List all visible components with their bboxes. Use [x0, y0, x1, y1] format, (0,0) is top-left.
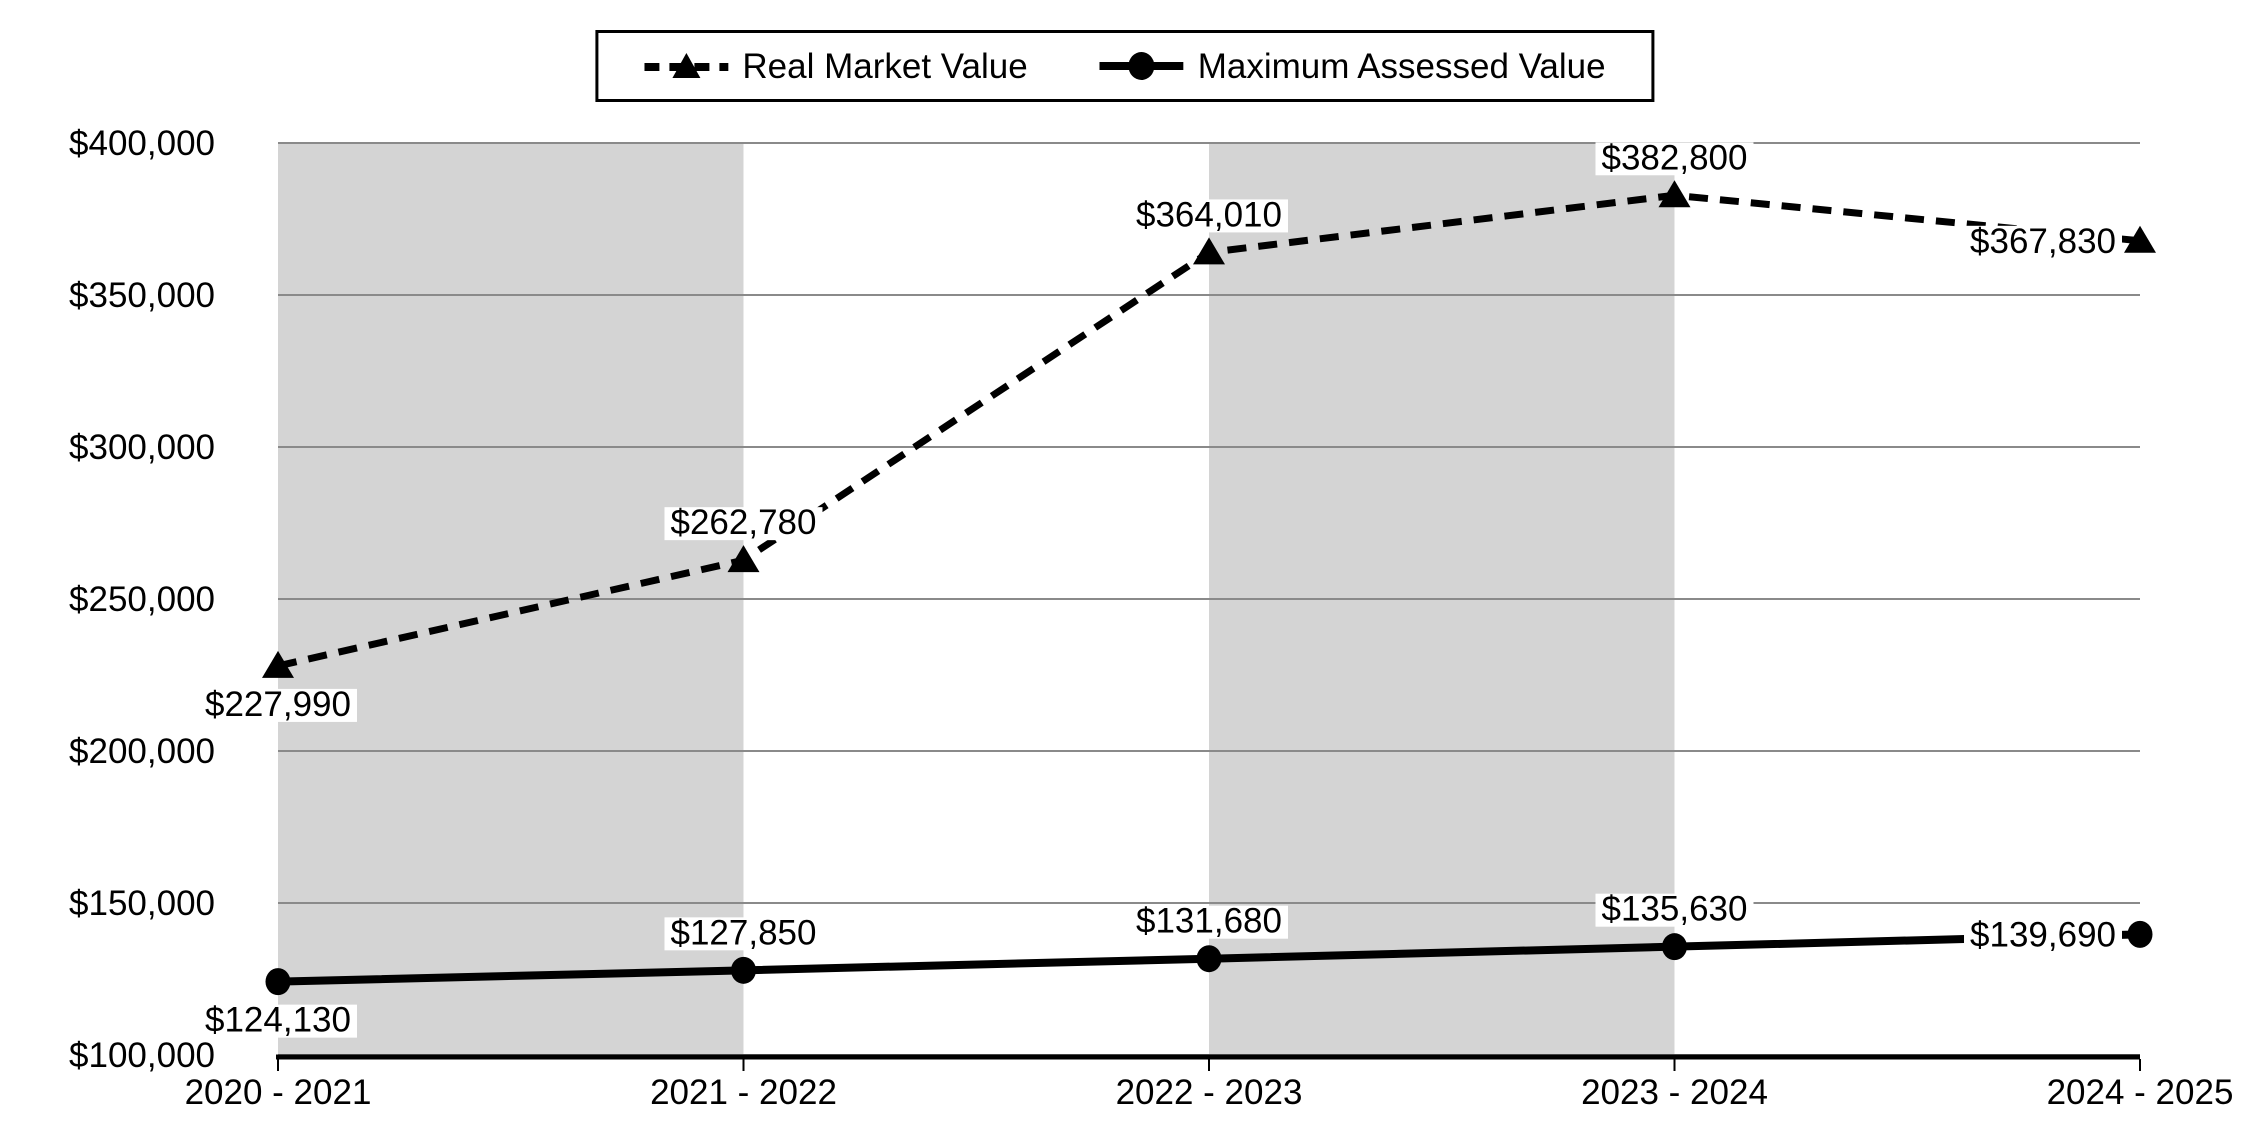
x-axis-tick-label: 2024 - 2025 — [2047, 1073, 2234, 1112]
y-axis-tick-label: $100,000 — [69, 1036, 215, 1075]
data-label: $131,680 — [1136, 902, 1282, 941]
triangle-marker — [1658, 180, 1691, 208]
circle-marker — [265, 968, 291, 996]
x-axis-tick-label: 2020 - 2021 — [185, 1073, 372, 1112]
data-label-background — [1130, 905, 1288, 939]
triangle-marker — [2124, 225, 2156, 253]
solid-line-circle-marker-icon — [1099, 52, 1184, 80]
y-axis-tick-label: $300,000 — [69, 428, 215, 467]
chart-legend: Real Market Value Maximum Assessed Value — [595, 30, 1655, 102]
data-label: $367,830 — [1970, 222, 2116, 261]
data-label-background — [1964, 225, 2122, 259]
y-axis-tick-label: $350,000 — [69, 276, 215, 315]
data-label: $262,780 — [671, 503, 817, 542]
y-axis-tick-label: $400,000 — [69, 124, 215, 163]
circle-marker — [1196, 945, 1222, 973]
data-label-background — [664, 917, 823, 951]
circle-marker — [731, 956, 756, 984]
y-axis-tick-label: $200,000 — [69, 732, 215, 771]
legend-item-maximum-assessed-value: Maximum Assessed Value — [1099, 46, 1606, 86]
triangle-marker — [1193, 237, 1225, 265]
x-axis-tick-label: 2023 - 2024 — [1581, 1073, 1768, 1112]
data-label-background — [1964, 919, 2122, 953]
triangle-marker — [262, 650, 294, 678]
data-label: $364,010 — [1136, 195, 1282, 234]
x-axis-tick-label: 2021 - 2022 — [650, 1073, 837, 1112]
data-label: $227,990 — [205, 685, 351, 724]
data-label: $135,630 — [1602, 890, 1748, 929]
dashed-line-triangle-marker-icon — [644, 53, 729, 78]
data-label-background — [199, 688, 357, 722]
legend-label-maximum-assessed-value: Maximum Assessed Value — [1197, 46, 1606, 86]
data-label: $127,850 — [671, 913, 817, 952]
legend-label-real-market-value: Real Market Value — [742, 46, 1028, 86]
legend-item-real-market-value: Real Market Value — [644, 46, 1028, 86]
data-label-background — [664, 507, 823, 541]
data-label: $124,130 — [205, 1001, 351, 1040]
triangle-marker — [727, 545, 760, 573]
data-label-background — [1130, 199, 1288, 233]
x-axis-tick-label: 2022 - 2023 — [1116, 1073, 1303, 1112]
data-label-background — [1595, 142, 1754, 176]
data-label-background — [199, 1004, 357, 1038]
circle-marker — [2127, 920, 2153, 948]
data-label-background — [1595, 893, 1754, 927]
y-axis-tick-label: $250,000 — [69, 580, 215, 619]
data-label: $139,690 — [1970, 915, 2116, 954]
y-axis-tick-label: $150,000 — [69, 884, 215, 923]
circle-marker — [1662, 933, 1687, 961]
data-label: $382,800 — [1602, 138, 1748, 177]
